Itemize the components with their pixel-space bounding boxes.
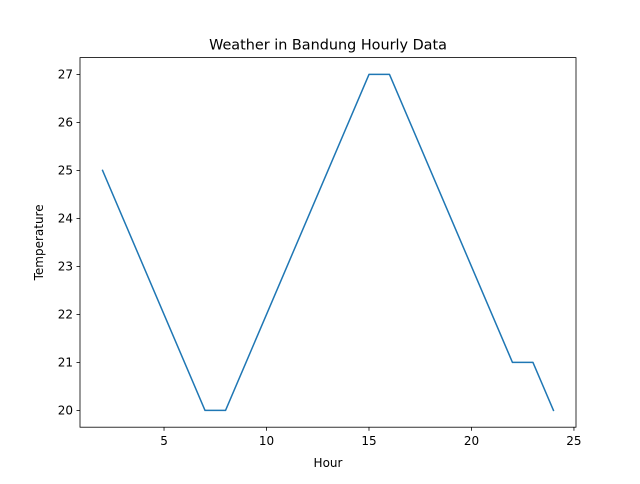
y-tick-label: 24: [58, 212, 73, 226]
y-tick-label: 22: [58, 308, 73, 322]
y-tick-label: 26: [58, 116, 73, 130]
x-tick-label: 25: [566, 434, 581, 448]
chart-title: Weather in Bandung Hourly Data: [209, 38, 447, 54]
x-tick-label: 5: [160, 434, 168, 448]
y-tick-label: 25: [58, 164, 73, 178]
x-axis-label: Hour: [314, 456, 343, 470]
y-tick-label: 20: [58, 404, 73, 418]
y-axis-ticks: 20 21 22 23 24 25 26 27: [58, 68, 80, 418]
plot-area: [101, 73, 555, 412]
y-tick-label: 21: [58, 356, 73, 370]
x-tick-label: 15: [361, 434, 376, 448]
y-tick-label: 27: [58, 68, 73, 82]
y-tick-label: 23: [58, 260, 73, 274]
series-line-0: [101, 73, 555, 412]
axes-frame: [79, 57, 577, 428]
y-axis-label: Temperature: [32, 204, 46, 281]
x-axis-ticks: 5 10 15 20 25: [160, 427, 582, 448]
x-tick-label: 10: [259, 434, 274, 448]
x-tick-label: 20: [464, 434, 479, 448]
